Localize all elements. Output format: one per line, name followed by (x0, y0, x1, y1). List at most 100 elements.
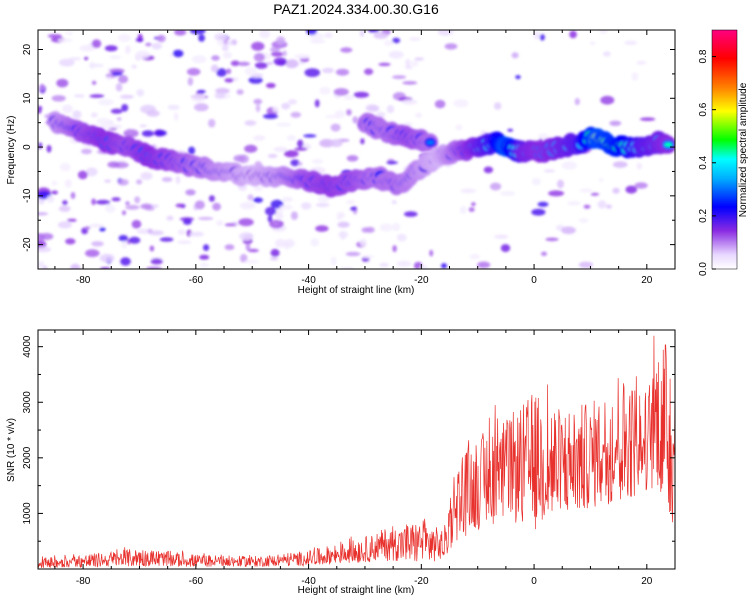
noise-blob (557, 179, 564, 189)
y-tick-label: -20 (22, 237, 33, 252)
noise-blob (561, 226, 576, 235)
noise-blob (541, 251, 547, 256)
noise-blob (325, 115, 340, 119)
noise-blob (79, 45, 95, 52)
noise-blob (91, 241, 104, 247)
noise-blob (38, 105, 43, 111)
noise-blob (46, 195, 55, 203)
noise-blob (490, 182, 502, 191)
noise-blob (187, 77, 194, 86)
spectrogram-y-label: Frequency (Hz) (6, 116, 17, 185)
noise-blob (640, 117, 656, 121)
noise-blob (197, 216, 214, 221)
noise-blob (64, 179, 72, 188)
noise-blob (244, 120, 257, 126)
snr-y-label: SNR (10 * v/v) (6, 418, 17, 482)
noise-blob (405, 58, 411, 68)
noise-blob (211, 55, 220, 61)
spectrogram-secondary-ridge (357, 112, 439, 152)
colorbar-tick-label: 0.4 (698, 155, 709, 169)
noise-blob (471, 202, 476, 207)
noise-blob (392, 223, 401, 231)
noise-blob (273, 57, 287, 66)
noise-blob (146, 110, 160, 117)
noise-blob (263, 113, 278, 119)
noise-blob (106, 76, 111, 80)
noise-blob (247, 248, 259, 253)
noise-blob (350, 206, 357, 211)
noise-blob (239, 202, 256, 210)
noise-blob (121, 240, 127, 249)
noise-blob (515, 75, 521, 80)
noise-blob (343, 95, 355, 100)
noise-blob (99, 253, 115, 263)
noise-blob (636, 60, 647, 65)
noise-blob (254, 62, 268, 69)
noise-blob (70, 192, 76, 199)
noise-blob (64, 31, 74, 35)
noise-blob (134, 196, 141, 204)
noise-blob (583, 204, 591, 209)
noise-blob (59, 58, 75, 67)
noise-blob (537, 133, 549, 140)
noise-blob (298, 61, 305, 65)
noise-blob (217, 39, 223, 46)
noise-blob (404, 211, 418, 217)
noise-blob (190, 30, 206, 35)
noise-blob (359, 30, 365, 37)
noise-blob (330, 123, 341, 132)
y-tick-label: 20 (22, 44, 33, 56)
noise-blob (99, 227, 106, 232)
noise-blob (253, 52, 265, 62)
noise-blob (578, 218, 589, 223)
spectrogram-heatmap (38, 30, 675, 269)
noise-blob (317, 196, 330, 202)
noise-blob (383, 40, 394, 46)
noise-blob (65, 238, 76, 245)
noise-blob (244, 66, 257, 76)
noise-blob (494, 234, 509, 239)
noise-blob (150, 258, 163, 265)
x-tick-label: -60 (189, 576, 204, 587)
noise-blob (345, 251, 361, 257)
noise-blob (149, 245, 155, 252)
noise-blob (191, 93, 206, 103)
x-tick-label: -40 (301, 275, 316, 286)
noise-blob (494, 102, 502, 110)
noise-blob (460, 188, 477, 193)
noise-blob (210, 64, 219, 73)
noise-blob (364, 68, 374, 75)
noise-blob (244, 259, 259, 264)
noise-blob (73, 94, 85, 98)
colorbar: 0.0 0.2 0.4 0.6 0.8 Normalized spectral ampl… (698, 29, 749, 276)
noise-blob (185, 189, 196, 196)
noise-blob (253, 186, 263, 192)
noise-blob (315, 202, 330, 208)
noise-blob (70, 263, 81, 269)
noise-blob (175, 175, 181, 185)
noise-blob (146, 266, 162, 269)
noise-blob (135, 38, 144, 42)
noise-blob (386, 161, 398, 165)
x-tick-label: -40 (301, 576, 316, 587)
noise-blob (89, 223, 104, 228)
noise-blob (226, 68, 232, 75)
noise-blob (362, 255, 375, 259)
noise-blob (248, 76, 263, 84)
colorbar-frame (711, 29, 738, 270)
x-tick-label: -80 (76, 275, 91, 286)
x-tick-label: -20 (414, 576, 429, 587)
noise-blob (120, 257, 131, 266)
noise-blob (125, 204, 140, 210)
noise-blob (402, 81, 418, 85)
snr-plot-area (38, 335, 675, 568)
noise-blob (247, 194, 254, 201)
noise-blob (303, 134, 317, 138)
noise-blob (566, 201, 581, 206)
noise-blob (38, 246, 52, 253)
y-tick-label: 1000 (22, 502, 33, 525)
x-tick-label: 0 (531, 576, 537, 587)
noise-blob (155, 130, 167, 137)
noise-blob (353, 91, 370, 98)
spectrogram-y-axis: -20 -10 0 10 20 (22, 44, 675, 270)
